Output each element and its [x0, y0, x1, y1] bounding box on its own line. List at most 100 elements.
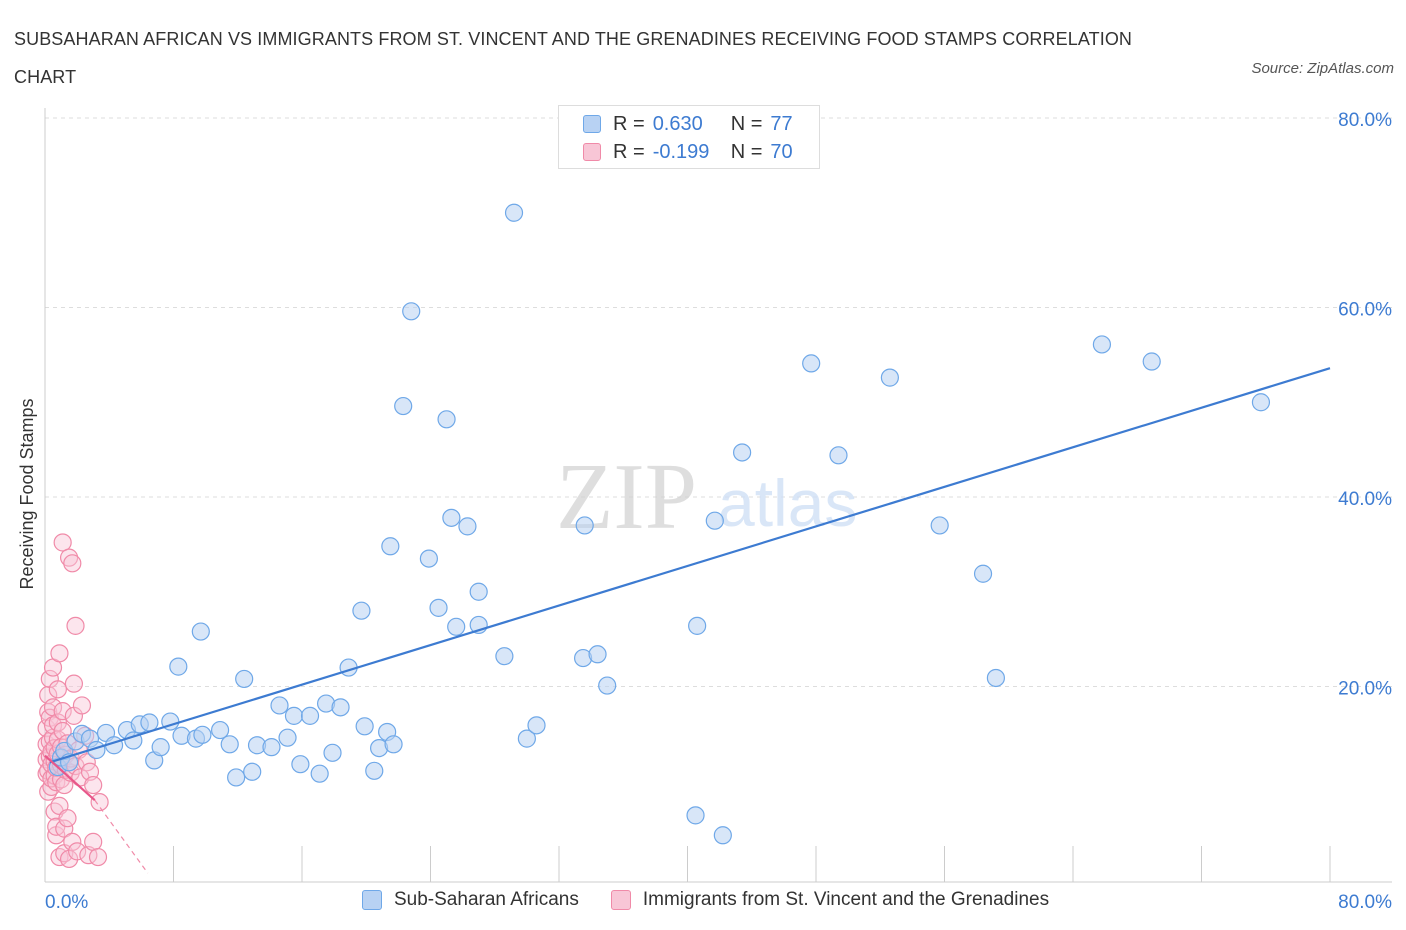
- data-point-immigrants: [84, 775, 103, 795]
- data-point-sub-saharan: [278, 728, 297, 747]
- data-point-sub-saharan: [588, 645, 607, 664]
- y-tick-label: 60.0%: [1338, 300, 1392, 321]
- data-point-sub-saharan: [140, 713, 159, 732]
- watermark-atlas: atlas: [718, 466, 857, 540]
- data-point-sub-saharan: [352, 601, 371, 620]
- legend-n-label: N =: [730, 112, 763, 135]
- data-point-immigrants: [90, 792, 109, 812]
- x-tick-label: 0.0%: [45, 892, 88, 913]
- data-point-sub-saharan: [713, 826, 732, 845]
- data-point-sub-saharan: [419, 549, 438, 568]
- data-point-sub-saharan: [381, 537, 400, 556]
- trend-line-immigrants: [44, 754, 96, 802]
- data-point-sub-saharan: [705, 511, 724, 530]
- data-point-immigrants: [55, 819, 74, 838]
- data-point-sub-saharan: [447, 617, 466, 636]
- data-point-immigrants: [48, 713, 67, 732]
- legend-row-pink: R = -0.199 N = 70: [583, 139, 793, 165]
- tick-labels: 20.0% 40.0% 60.0% 80.0% 0.0% 80.0%: [45, 110, 1392, 913]
- data-point-immigrants: [53, 702, 72, 721]
- data-point-immigrants: [63, 554, 82, 573]
- correlation-legend: R = 0.630 N = 77 R = -0.199 N = 70: [558, 105, 820, 169]
- data-point-sub-saharan: [469, 582, 488, 601]
- data-point-immigrants: [53, 533, 72, 552]
- data-point-immigrants: [88, 847, 108, 867]
- x-tick-label: 80.0%: [1338, 892, 1392, 913]
- data-point-sub-saharan: [517, 729, 536, 748]
- data-point-sub-saharan: [402, 302, 421, 321]
- watermark: ZIP atlas: [556, 445, 857, 549]
- data-point-immigrants: [84, 832, 103, 851]
- data-point-immigrants: [43, 716, 63, 735]
- data-point-immigrants: [63, 832, 82, 851]
- legend-item-sub-saharan[interactable]: Sub-Saharan Africans: [362, 889, 579, 911]
- legend-swatch-blue: [362, 890, 382, 910]
- data-point-sub-saharan: [331, 698, 350, 717]
- data-point-sub-saharan: [575, 516, 594, 535]
- data-point-sub-saharan: [365, 761, 384, 780]
- data-point-sub-saharan: [686, 806, 705, 825]
- y-tick-label: 40.0%: [1338, 489, 1392, 510]
- data-point-sub-saharan: [504, 203, 524, 222]
- data-point-sub-saharan: [1142, 352, 1161, 371]
- trend-lines: [44, 367, 1331, 874]
- y-axis-label: Receiving Food Stamps: [17, 398, 37, 589]
- trend-line-immigrants-extension: [94, 799, 149, 874]
- data-point-sub-saharan: [169, 657, 188, 676]
- trend-line-sub-saharan: [49, 367, 1331, 764]
- data-point-sub-saharan: [210, 720, 230, 740]
- data-point-sub-saharan: [829, 446, 848, 465]
- data-point-immigrants: [48, 680, 67, 699]
- data-point-immigrants: [59, 548, 79, 567]
- data-point-immigrants: [50, 644, 69, 663]
- data-point-sub-saharan: [270, 696, 289, 715]
- data-point-sub-saharan: [291, 755, 310, 774]
- data-point-sub-saharan: [235, 669, 254, 689]
- legend-swatch-blue: [583, 115, 601, 133]
- data-point-immigrants: [72, 696, 92, 715]
- series-svg-immigrants-points: [37, 533, 109, 869]
- legend-n-value: 70: [770, 140, 793, 163]
- data-point-sub-saharan: [495, 647, 514, 666]
- data-point-sub-saharan: [973, 564, 993, 583]
- data-point-sub-saharan: [227, 768, 246, 787]
- data-point-sub-saharan: [151, 738, 170, 757]
- legend-label-sub-saharan: Sub-Saharan Africans: [394, 889, 579, 910]
- data-point-sub-saharan: [802, 354, 821, 373]
- data-point-sub-saharan: [598, 676, 617, 695]
- chart-title: SUBSAHARAN AFRICAN VS IMMIGRANTS FROM ST…: [14, 29, 1133, 87]
- data-point-sub-saharan: [394, 396, 413, 416]
- legend-n-label: N =: [730, 140, 763, 163]
- legend-item-immigrants[interactable]: Immigrants from St. Vincent and the Gren…: [610, 889, 1050, 911]
- data-point-sub-saharan: [442, 508, 461, 527]
- data-point-sub-saharan: [930, 516, 949, 535]
- data-point-sub-saharan: [300, 706, 320, 725]
- data-point-sub-saharan: [191, 622, 210, 641]
- legend-r-value: 0.630: [652, 112, 703, 135]
- legend-swatch-pink: [583, 143, 601, 161]
- data-point-sub-saharan: [733, 443, 752, 462]
- data-point-sub-saharan: [437, 410, 456, 429]
- data-point-sub-saharan: [220, 735, 239, 754]
- legend-label-immigrants: Immigrants from St. Vincent and the Gren…: [642, 889, 1050, 910]
- data-point-immigrants: [58, 809, 77, 828]
- data-point-sub-saharan: [688, 616, 707, 635]
- data-point-sub-saharan: [527, 716, 546, 735]
- y-tick-label: 20.0%: [1338, 679, 1392, 700]
- y-tick-label: 80.0%: [1338, 110, 1392, 131]
- data-point-sub-saharan: [1251, 393, 1271, 412]
- data-point-immigrants: [77, 753, 96, 772]
- series-legend: Sub-Saharan Africans Immigrants from St.…: [362, 889, 1081, 911]
- data-point-sub-saharan: [880, 368, 899, 387]
- data-point-sub-saharan: [243, 762, 262, 781]
- grid-lines: [45, 117, 1392, 687]
- watermark-zip: ZIP: [556, 445, 697, 549]
- data-point-sub-saharan: [284, 706, 304, 725]
- source-label: Source: ZipAtlas.com: [1251, 60, 1394, 77]
- legend-n-value: 77: [770, 112, 793, 135]
- data-point-sub-saharan: [384, 735, 403, 754]
- data-point-immigrants: [66, 616, 85, 635]
- legend-r-label: R =: [613, 112, 645, 135]
- legend-row-blue: R = 0.630 N = 77: [583, 111, 793, 137]
